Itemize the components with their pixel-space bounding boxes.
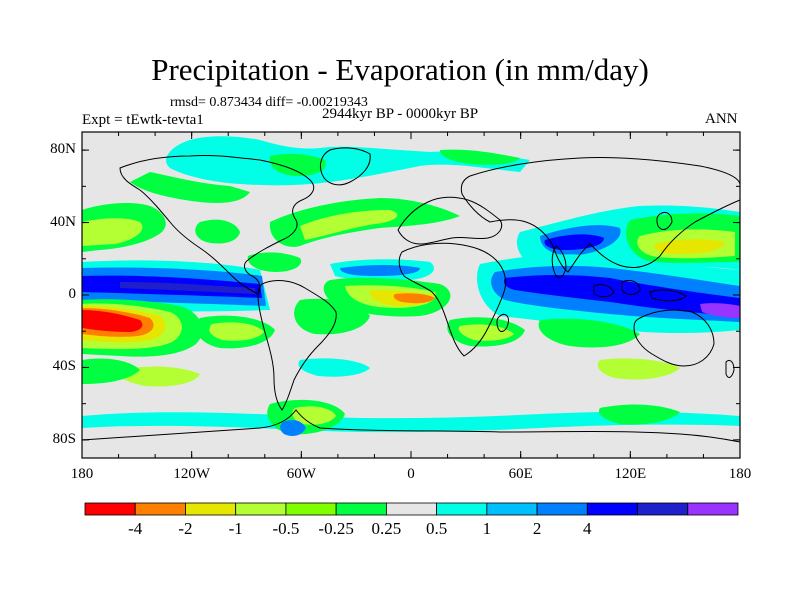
south-green-region xyxy=(538,318,640,348)
south-green-region xyxy=(294,298,370,335)
south-lime-region xyxy=(458,324,514,341)
lat-tick-label: 40S xyxy=(52,358,76,375)
colorbar-box xyxy=(637,502,689,516)
colorbar-label: -0.5 xyxy=(272,519,300,538)
colorbar-label: -2 xyxy=(178,519,193,538)
coastline-south-america xyxy=(257,280,337,411)
south-cyan-region xyxy=(298,358,370,377)
colorbar-label: 0.25 xyxy=(371,519,402,538)
colorbar-label: 4 xyxy=(583,519,592,538)
coastline-new-guinea xyxy=(649,289,687,302)
lat-tick-label: 80S xyxy=(52,430,76,447)
lon-tick-label: 120E xyxy=(614,466,647,482)
colorbar-box xyxy=(436,502,488,516)
atlantic-orange-region xyxy=(393,293,435,304)
south-lime-region xyxy=(597,358,680,380)
spacific-red-region xyxy=(82,310,143,332)
colorbar-label: 0.5 xyxy=(425,519,448,538)
coastline-asia xyxy=(460,156,741,273)
colorbar-label: 1 xyxy=(482,519,492,538)
colorbar-label: -4 xyxy=(128,519,143,538)
lat-tick-label: 40N xyxy=(50,213,76,230)
arctic-green-region xyxy=(269,153,326,176)
coastlines xyxy=(81,147,741,443)
equator-navy-band xyxy=(120,282,256,294)
coastline-north-america xyxy=(119,154,315,295)
lat-tick-label: 0 xyxy=(68,286,77,302)
chart-title: Precipitation - Evaporation (in mm/day) xyxy=(151,52,649,87)
coastline-australia xyxy=(633,309,715,367)
lat-tick-label: 80N xyxy=(50,141,76,158)
stats-label: rmsd= 0.873434 diff= -0.00219343 xyxy=(170,95,368,110)
antarctic-green-region xyxy=(598,404,680,425)
antarctic-cyan-region xyxy=(82,411,740,433)
coastline-borneo xyxy=(621,279,641,295)
colorbar-box xyxy=(385,502,438,516)
colorbar-box xyxy=(586,502,638,516)
period-label: 2944kyr BP - 0000kyr BP xyxy=(322,106,479,122)
lon-tick-label: 120W xyxy=(173,466,210,482)
colorbar-box xyxy=(134,502,186,516)
colorbar-label: -1 xyxy=(228,519,243,538)
lon-tick-label: 180 xyxy=(70,466,94,482)
antarctic-blue-region xyxy=(280,420,306,436)
antarctic-lime-region xyxy=(292,406,336,425)
coastline-india xyxy=(551,245,567,279)
colorbar-box xyxy=(285,502,337,516)
coastline-africa xyxy=(398,242,507,357)
coastline-japan xyxy=(656,211,673,230)
coastline-europe xyxy=(397,196,503,245)
colorbar-box xyxy=(84,502,136,516)
indian-darkblue-region xyxy=(503,275,740,316)
coastline-new-zealand xyxy=(725,359,735,378)
map-ticks xyxy=(81,132,741,458)
map-panel xyxy=(81,131,741,459)
colorbar-box xyxy=(335,502,387,516)
south-green-region xyxy=(82,358,140,384)
arctic-green-region xyxy=(130,172,250,203)
colorbar-box xyxy=(185,502,237,516)
lon-tick-label: 60E xyxy=(508,466,533,482)
lon-tick-label: 180 xyxy=(728,466,752,482)
colorbar-box xyxy=(687,502,739,516)
anomaly-field xyxy=(82,136,740,436)
colorbar-box xyxy=(536,502,588,516)
colorbar-label: -0.25 xyxy=(318,519,354,538)
experiment-label: Expt = tEwtk-tevta1 xyxy=(82,112,204,128)
lon-tick-label: 60W xyxy=(286,466,316,482)
arctic-green-region xyxy=(440,149,520,165)
coastline-sumatra xyxy=(593,283,615,298)
coastline-madagascar xyxy=(496,313,509,332)
westpac-yellow-region xyxy=(654,239,725,254)
south-lime-region xyxy=(118,366,200,387)
carib-green-region xyxy=(247,252,302,272)
natlantic-lime-region xyxy=(300,210,398,240)
npacific-green-region xyxy=(195,219,240,244)
colorbar-box xyxy=(235,502,287,516)
westpac-darkblue-region xyxy=(544,234,604,250)
colorbar xyxy=(84,502,739,516)
season-label: ANN xyxy=(705,111,738,127)
colorbar-label: 2 xyxy=(532,519,542,538)
coastline-greenland xyxy=(319,147,371,186)
colorbar-box xyxy=(486,502,538,516)
coastline-antarctica xyxy=(81,409,741,443)
indian-purple-region xyxy=(700,303,740,318)
south-lime-region xyxy=(209,322,264,341)
lon-tick-label: 0 xyxy=(407,466,415,482)
npacific-lime-region xyxy=(82,218,143,246)
arctic-cyan-region xyxy=(166,136,530,186)
